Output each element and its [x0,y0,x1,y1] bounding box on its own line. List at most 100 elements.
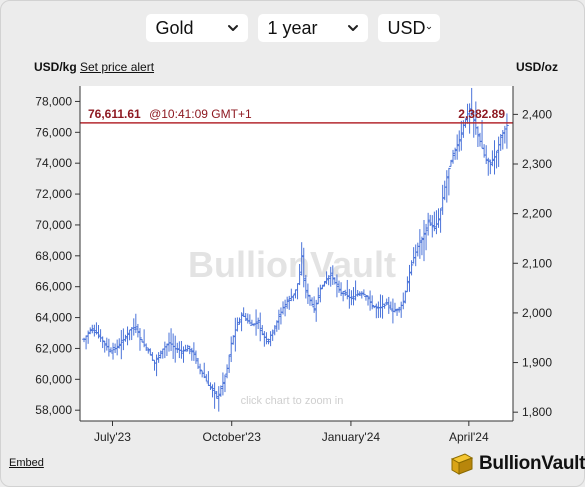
price-bar [351,287,356,306]
price-bar [384,298,389,305]
chevron-down-icon [426,26,431,30]
left-tick-label: 62,000 [35,341,72,355]
price-bar [187,345,192,355]
price-bar [366,295,370,306]
price-bar [235,317,240,332]
price-bar [380,295,385,319]
left-tick-label: 66,000 [35,280,72,294]
price-bar [500,130,505,150]
price-bar [204,374,209,382]
price-bar [432,211,437,232]
period-select[interactable]: 1 year [257,14,368,42]
price-bar [438,208,443,233]
price-bar [304,274,308,299]
price-bar [287,295,292,310]
currency-select-value: USD [387,17,426,38]
price-bar [308,294,312,306]
price-bar [270,329,275,341]
price-bar [445,170,449,203]
right-tick-label: 1,900 [522,356,552,370]
bullionvault-logo[interactable]: BullionVault [449,451,585,477]
price-bar [424,223,428,251]
x-tick-label: April'24 [449,430,489,444]
price-bar [119,330,124,360]
price-bar [426,212,430,236]
current-price-time: @10:41:09 GMT+1 [149,107,252,121]
left-tick-label: 64,000 [35,311,72,325]
price-bar [136,323,140,338]
left-tick-label: 58,000 [35,403,72,417]
price-bar [221,372,225,396]
price-bar [355,289,360,297]
price-bar [216,386,221,412]
price-bar [239,312,244,332]
price-bar [181,346,186,363]
price-bar [277,309,281,330]
price-bar [115,339,119,356]
price-bar [100,336,105,349]
price-bar [316,287,321,305]
price-bar [335,274,339,298]
price-bar [154,354,159,377]
price-bar [488,159,493,175]
price-bar [314,299,318,322]
right-tick-label: 2,100 [522,256,552,270]
price-bar [175,342,180,353]
price-bar [179,340,184,359]
right-tick-label: 2,300 [522,157,552,171]
price-bar [243,313,248,322]
price-bar [264,332,269,345]
selector-bar: Gold 1 year USD [0,14,585,42]
price-bar [422,219,426,262]
price-bar [283,299,287,317]
right-unit-label: USD/oz [516,60,558,74]
right-tick-label: 2,400 [522,107,552,121]
price-bar [123,334,128,342]
price-bar [428,214,433,226]
set-price-alert-link[interactable]: Set price alert [80,60,155,74]
price-bar [490,150,495,167]
watermark: BullionVault [188,244,396,285]
price-bar [328,266,333,287]
price-bar [451,149,455,164]
price-bar [368,290,372,311]
price-bar [248,314,252,325]
chevron-down-icon [347,25,358,31]
price-bar [362,289,366,296]
price-bar [192,342,196,361]
right-tick-label: 1,800 [522,405,552,419]
current-price-kg-label: 76,611.61 @10:41:09 GMT+1 [88,107,252,121]
price-bar [212,382,217,409]
price-bar [92,324,97,337]
plot-area[interactable] [80,86,513,421]
price-bar [447,167,451,196]
price-bar [393,302,397,313]
price-bar [341,290,345,302]
price-bar [324,271,329,285]
metal-select[interactable]: Gold [145,14,248,42]
embed-link[interactable]: Embed [9,457,44,469]
price-bar [471,111,476,138]
price-bar [395,308,399,316]
price-bar [349,290,354,306]
price-bar [457,130,462,152]
right-axis-ticks: 1,800 1,900 2,000 2,100 2,200 2,300 2,400 [513,107,552,419]
price-bar [208,382,213,390]
price-bar [440,184,445,215]
price-bar [382,303,387,309]
currency-select[interactable]: USD [377,14,440,42]
price-bar [389,301,393,311]
price-bar [198,363,202,375]
price-bar [370,295,374,310]
left-tick-label: 68,000 [35,249,72,263]
price-bar [337,280,341,293]
right-tick-label: 2,200 [522,207,552,221]
price-bar [275,320,279,332]
price-bar [219,385,223,397]
price-bar [372,305,377,309]
price-bar [449,159,453,167]
left-axis-ticks: 58,000 60,000 62,000 64,000 66,000 68,000 70,0… [35,94,80,417]
price-bar [231,335,236,345]
price-bar [281,301,285,315]
